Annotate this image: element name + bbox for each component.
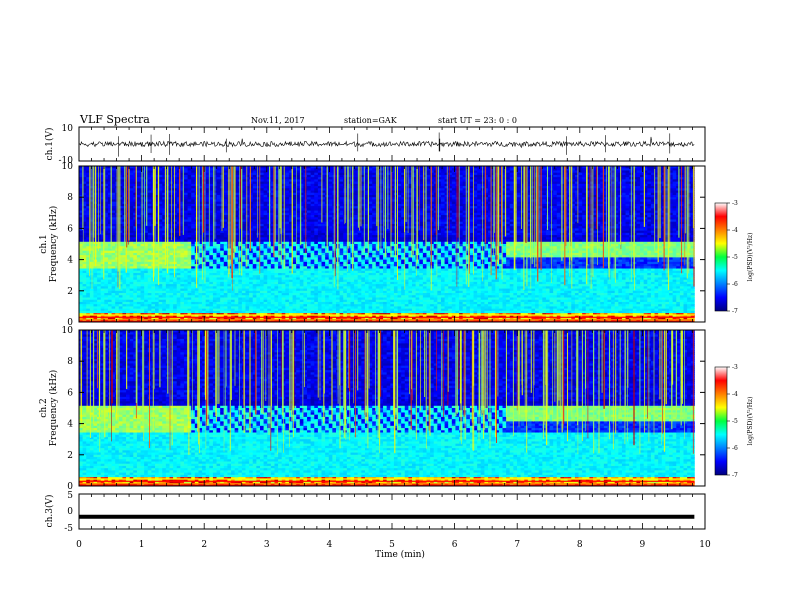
x-axis-label: Time (min) bbox=[375, 549, 425, 560]
x-axis-tick-label: 10 bbox=[699, 540, 711, 550]
colorbar-tick-label: -3 bbox=[732, 364, 738, 371]
spectrogram-ytick-label: 4 bbox=[67, 256, 73, 266]
figure-title: VLF Spectra bbox=[79, 113, 150, 126]
colorbar-tick-label: -6 bbox=[732, 281, 738, 288]
colorbar-tick-label: -6 bbox=[732, 445, 738, 452]
x-axis-tick-label: 4 bbox=[327, 540, 333, 550]
x-axis-tick-label: 0 bbox=[76, 540, 82, 550]
ch2-spectrogram-ylabel: Frequency (kHz) bbox=[48, 370, 59, 447]
ch2-colorbar-label: log(PSD)(V²/Hz) bbox=[747, 397, 754, 446]
ch2-spectrogram-channel-label: ch.2 bbox=[39, 398, 49, 417]
colorbar-tick-label: -5 bbox=[732, 254, 738, 261]
spectrogram-ytick-label: 4 bbox=[67, 420, 73, 430]
x-axis-ticks: 0 1 2 3 4 5 6 7 8 9 10 bbox=[76, 127, 711, 550]
ch1-spectrogram-image bbox=[79, 166, 705, 323]
x-axis-tick-label: 3 bbox=[264, 540, 270, 550]
x-axis-tick-label: 5 bbox=[389, 540, 395, 550]
ch2-spectrogram-image bbox=[79, 330, 705, 487]
colorbar-tick-label: -4 bbox=[732, 227, 738, 234]
colorbar-tick-label: -4 bbox=[732, 391, 738, 398]
ch3-ytick-bottom: -5 bbox=[64, 524, 73, 534]
spectrogram-ytick-label: 10 bbox=[62, 326, 74, 336]
ch1-waveform-panel: 10 -10 ch.1(V) bbox=[44, 124, 706, 166]
ch1-spectrogram-ylabel: Frequency (kHz) bbox=[48, 206, 59, 283]
spectrogram-ytick-label: 2 bbox=[67, 451, 73, 461]
ch1-spectrogram-channel-label: ch.1 bbox=[39, 234, 49, 253]
header-date: Nov.11, 2017 bbox=[251, 116, 305, 125]
ch3-ytick-mid: 0 bbox=[67, 507, 73, 517]
colorbar-tick-label: -7 bbox=[732, 308, 738, 315]
spectrogram-ytick-label: 6 bbox=[67, 224, 73, 234]
x-axis-tick-label: 9 bbox=[640, 540, 646, 550]
x-axis-tick-label: 2 bbox=[201, 540, 207, 550]
ch1-ytick-bottom: -10 bbox=[59, 156, 74, 166]
ch1-ytick-top: 10 bbox=[62, 124, 74, 134]
ch1-waveform-ylabel: ch.1(V) bbox=[44, 128, 55, 161]
x-axis-tick-label: 1 bbox=[139, 540, 145, 550]
spectrogram-ytick-label: 10 bbox=[62, 162, 74, 172]
ch2-colorbar bbox=[714, 366, 728, 476]
spectrogram-ytick-label: 2 bbox=[67, 287, 73, 297]
x-axis-tick-label: 7 bbox=[514, 540, 520, 550]
ch3-waveform-ylabel: ch.3(V) bbox=[44, 495, 55, 528]
spectrogram-ytick-label: 8 bbox=[67, 193, 73, 203]
ch3-ytick-top: 5 bbox=[67, 491, 73, 501]
ch3-waveform-panel: 5 0 -5 ch.3(V) bbox=[44, 491, 706, 534]
spectrogram-ytick-label: 8 bbox=[67, 357, 73, 367]
colorbar-tick-label: -7 bbox=[732, 472, 738, 479]
ch1-colorbar bbox=[714, 202, 728, 312]
colorbar-tick-label: -3 bbox=[732, 200, 738, 207]
spectrogram-ytick-label: 0 bbox=[67, 318, 73, 328]
ch1-waveform-trace bbox=[78, 132, 695, 157]
header-station: station=GAK bbox=[344, 116, 398, 125]
header-start-time: start UT = 23: 0 : 0 bbox=[438, 116, 517, 125]
ch1-colorbar-label: log(PSD)(V²/Hz) bbox=[747, 233, 754, 282]
spectrogram-ytick-label: 6 bbox=[67, 388, 73, 398]
colorbar-tick-label: -5 bbox=[732, 418, 738, 425]
x-axis-tick-label: 8 bbox=[577, 540, 583, 550]
spectrogram-ytick-label: 0 bbox=[67, 482, 73, 492]
x-axis-tick-label: 6 bbox=[452, 540, 458, 550]
